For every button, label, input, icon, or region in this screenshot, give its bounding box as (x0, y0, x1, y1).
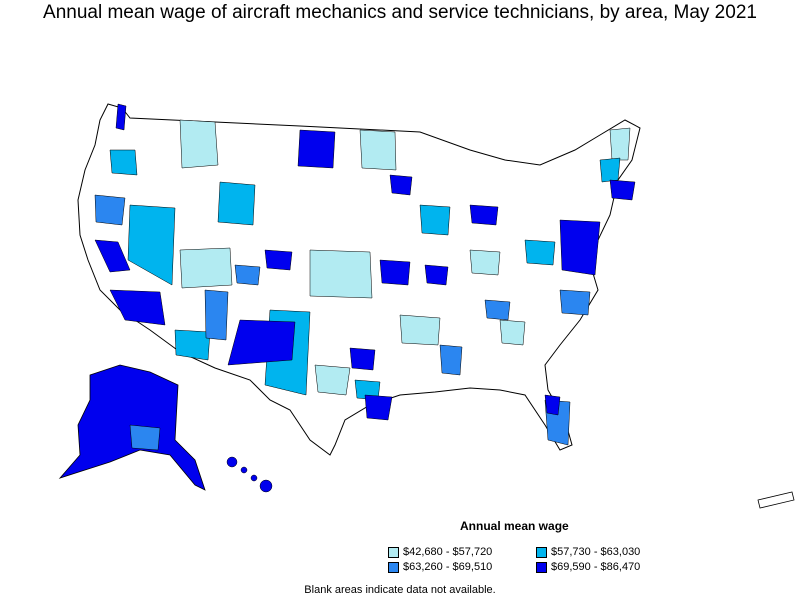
legend-label: $42,680 - $57,720 (403, 546, 493, 558)
hawaii (226, 456, 273, 493)
legend-label: $57,730 - $63,030 (551, 546, 641, 558)
legend-label: $63,260 - $69,510 (403, 561, 493, 573)
tier4-regions (94, 103, 636, 421)
legend-label: $69,590 - $86,470 (551, 561, 641, 573)
legend-swatch (388, 546, 399, 558)
legend-item-tier1: $42,680 - $57,720 (388, 546, 492, 558)
tier1-regions (179, 119, 631, 396)
tier3-regions (94, 194, 591, 446)
legend-item-tier2: $57,730 - $63,030 (536, 546, 640, 558)
alaska-south (129, 424, 161, 451)
legend-item-tier4: $69,590 - $86,470 (536, 561, 640, 573)
footnote: Blank areas indicate data not available. (304, 584, 496, 596)
legend-item-tier3: $63,260 - $69,510 (388, 561, 492, 573)
legend-swatch (388, 561, 399, 573)
puerto-rico (757, 491, 795, 509)
legend-title: Annual mean wage (460, 519, 569, 533)
map-title: Annual mean wage of aircraft mechanics a… (43, 2, 757, 23)
legend-swatch (536, 546, 547, 558)
legend-swatch (536, 561, 547, 573)
